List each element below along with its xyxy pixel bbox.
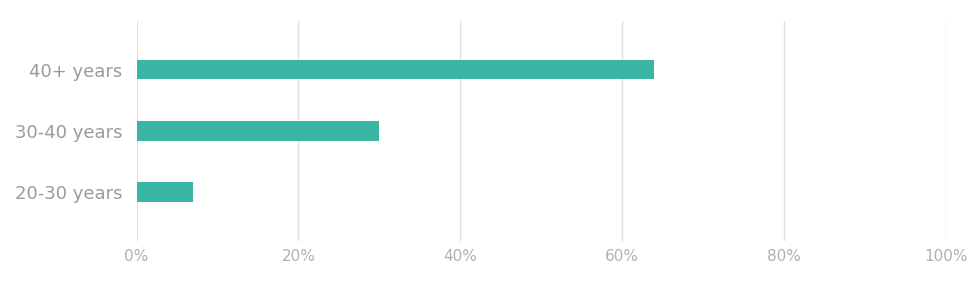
Bar bbox=[136, 121, 379, 141]
Bar bbox=[136, 182, 193, 202]
Bar bbox=[136, 60, 654, 79]
